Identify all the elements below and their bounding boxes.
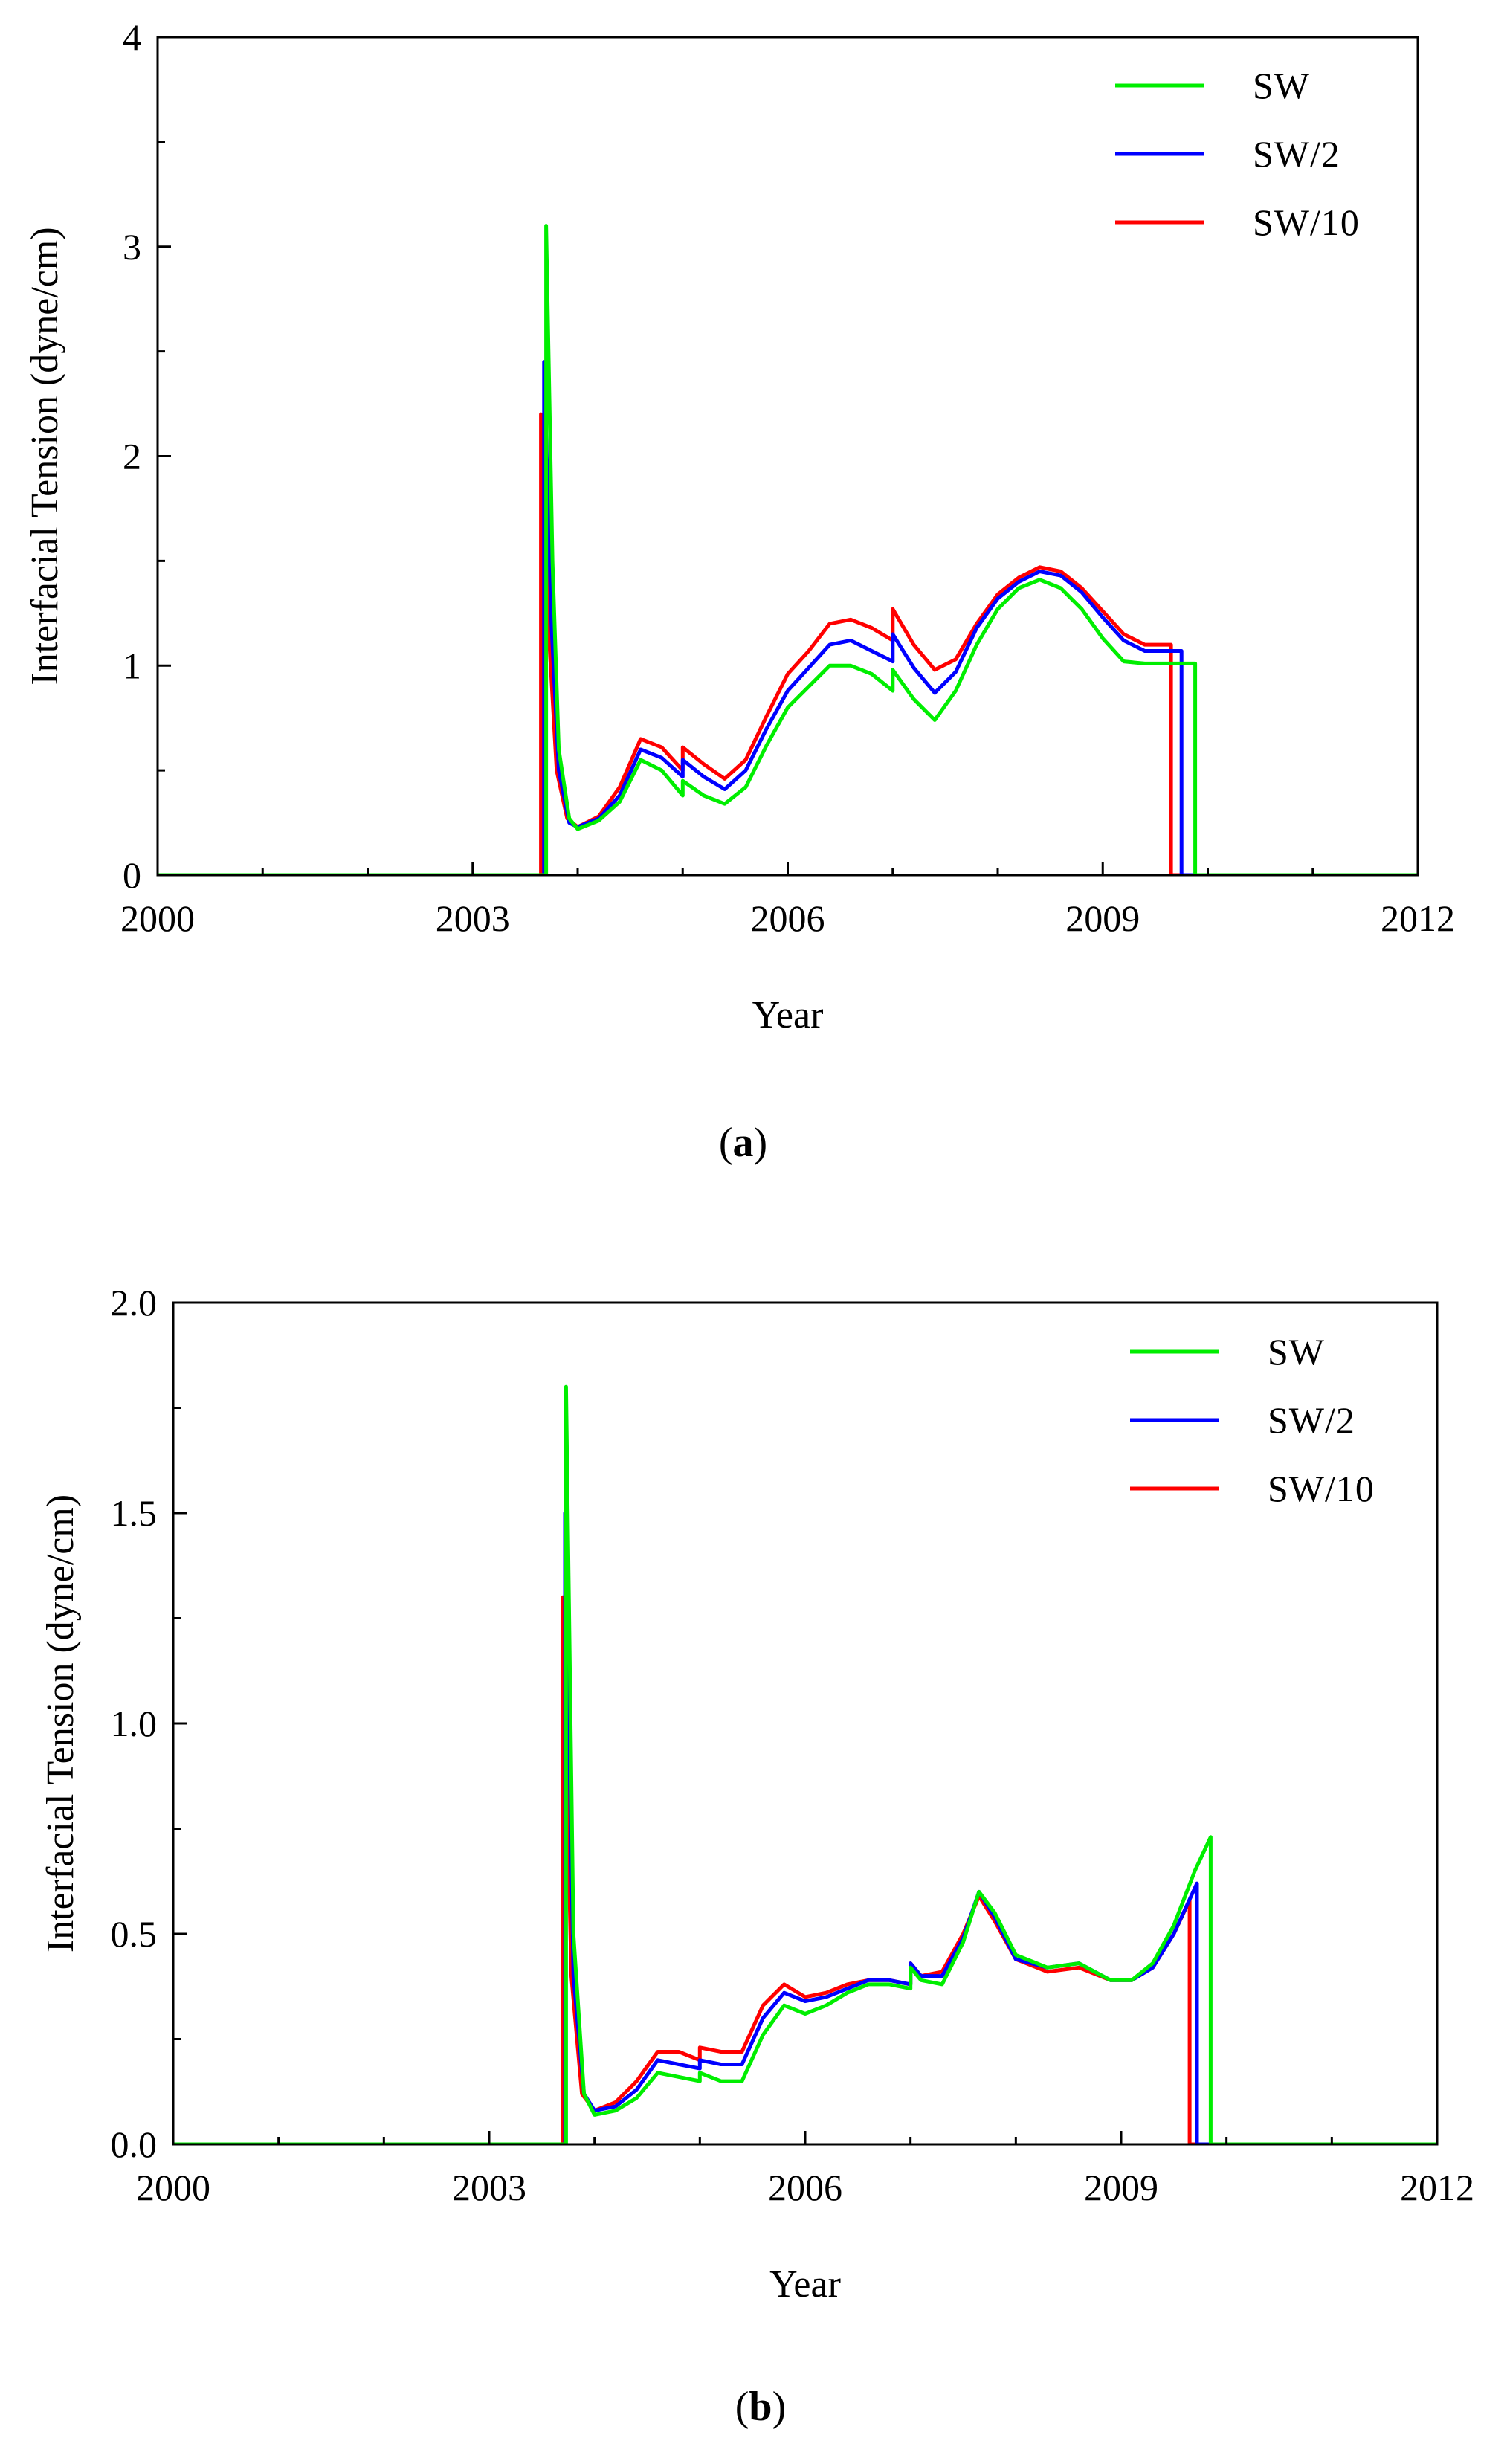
x-tick-label: 2012 — [1400, 2167, 1474, 2208]
y-tick-label: 4 — [123, 16, 141, 58]
x-tick-label: 2003 — [452, 2167, 526, 2208]
y-tick-label: 0.0 — [111, 2123, 158, 2165]
y-tick-label: 1 — [123, 645, 141, 686]
x-tick-label: 2006 — [751, 897, 825, 939]
legend-label-sw-2: SW/2 — [1253, 133, 1340, 175]
series-line-sw-10 — [158, 412, 1418, 875]
series-line-sw-10 — [173, 1595, 1437, 2144]
legend-label-sw-2: SW/2 — [1268, 1399, 1355, 1441]
y-tick-label: 2 — [123, 436, 141, 477]
series-line-sw-2 — [158, 360, 1418, 875]
y-tick-label: 1.0 — [111, 1703, 158, 1744]
series-line-sw — [173, 1384, 1437, 2144]
y-tick-label: 0 — [123, 854, 141, 896]
plot-frame — [156, 36, 1419, 877]
series-line-sw — [158, 224, 1418, 875]
plot-frame — [172, 1301, 1439, 2146]
legend-label-sw-10: SW/10 — [1268, 1468, 1375, 1509]
panel-label: (b) — [735, 2384, 786, 2430]
x-tick-label: 2003 — [436, 897, 510, 939]
y-tick-label: 1.5 — [111, 1492, 158, 1534]
legend-label-sw-10: SW/10 — [1253, 201, 1360, 243]
y-axis-label: Interfacial Tension (dyne/cm) — [39, 1494, 82, 1952]
y-axis-label: Interfacial Tension (dyne/cm) — [24, 227, 66, 685]
x-tick-label: 2009 — [1084, 2167, 1158, 2208]
legend: SW SW/2 SW/10 — [1130, 1331, 1375, 1509]
y-tick-label: 2.0 — [111, 1282, 158, 1323]
y-tick-label: 0.5 — [111, 1913, 158, 1955]
y-tick-label: 3 — [123, 226, 141, 268]
x-tick-label: 2000 — [136, 2167, 210, 2208]
legend: SW SW/2 SW/10 — [1115, 65, 1360, 243]
x-tick-label: 2012 — [1381, 897, 1455, 939]
panel-label: (a) — [719, 1120, 767, 1166]
panel-b-chart: 2000 2003 2006 2009 2012 0.0 0.5 1.0 1.5 2.0 Year I… — [39, 1282, 1474, 2430]
x-axis-label: Year — [769, 2263, 841, 2306]
legend-label-sw: SW — [1253, 65, 1310, 106]
x-tick-label: 2009 — [1065, 897, 1140, 939]
panel-a-chart: 2000 2003 2006 2009 201201234YearInterfacial… — [24, 16, 1455, 1166]
legend-label-sw: SW — [1268, 1331, 1325, 1373]
x-axis-label: Year — [752, 994, 824, 1036]
x-tick-label: 2000 — [120, 897, 195, 939]
x-tick-label: 2006 — [768, 2167, 842, 2208]
series-line-sw-2 — [173, 1511, 1437, 2144]
